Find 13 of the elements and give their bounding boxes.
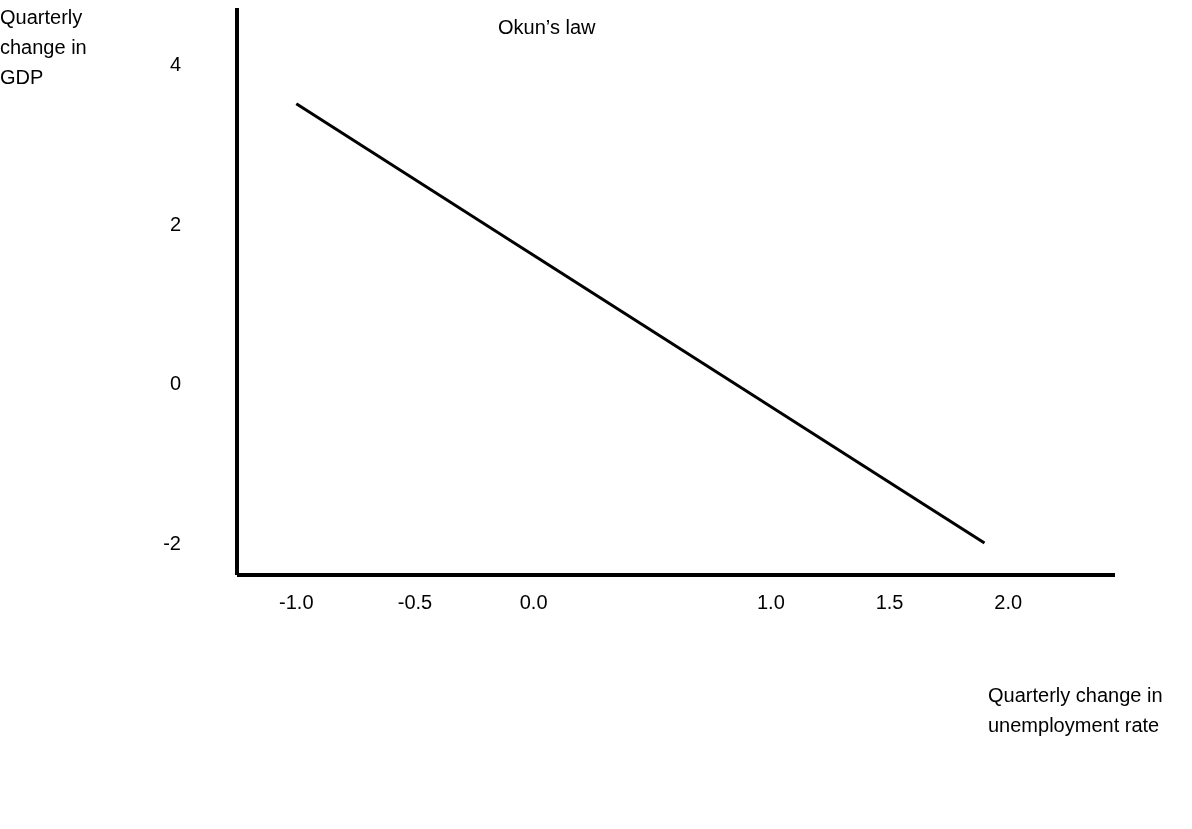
x-tick-label: 2.0 xyxy=(994,591,1023,614)
y-tick-label: -2 xyxy=(163,532,181,555)
x-tick-label: 0.0 xyxy=(519,591,548,614)
x-axis-title: Quarterly change in unemployment rate xyxy=(988,683,1164,738)
x-tick-label: -1.0 xyxy=(279,591,314,614)
chart-title: Okun’s law xyxy=(498,16,596,39)
x-tick-label: -0.5 xyxy=(397,591,433,614)
x-tick-label: 1.0 xyxy=(757,591,785,614)
y-tick-label: 4 xyxy=(169,53,181,75)
x-tick-label: 1.5 xyxy=(875,591,904,614)
y-tick-label: 2 xyxy=(169,212,181,235)
y-axis-title: Quarterly change in GDP xyxy=(0,5,88,90)
y-tick-label: 0 xyxy=(169,372,181,395)
